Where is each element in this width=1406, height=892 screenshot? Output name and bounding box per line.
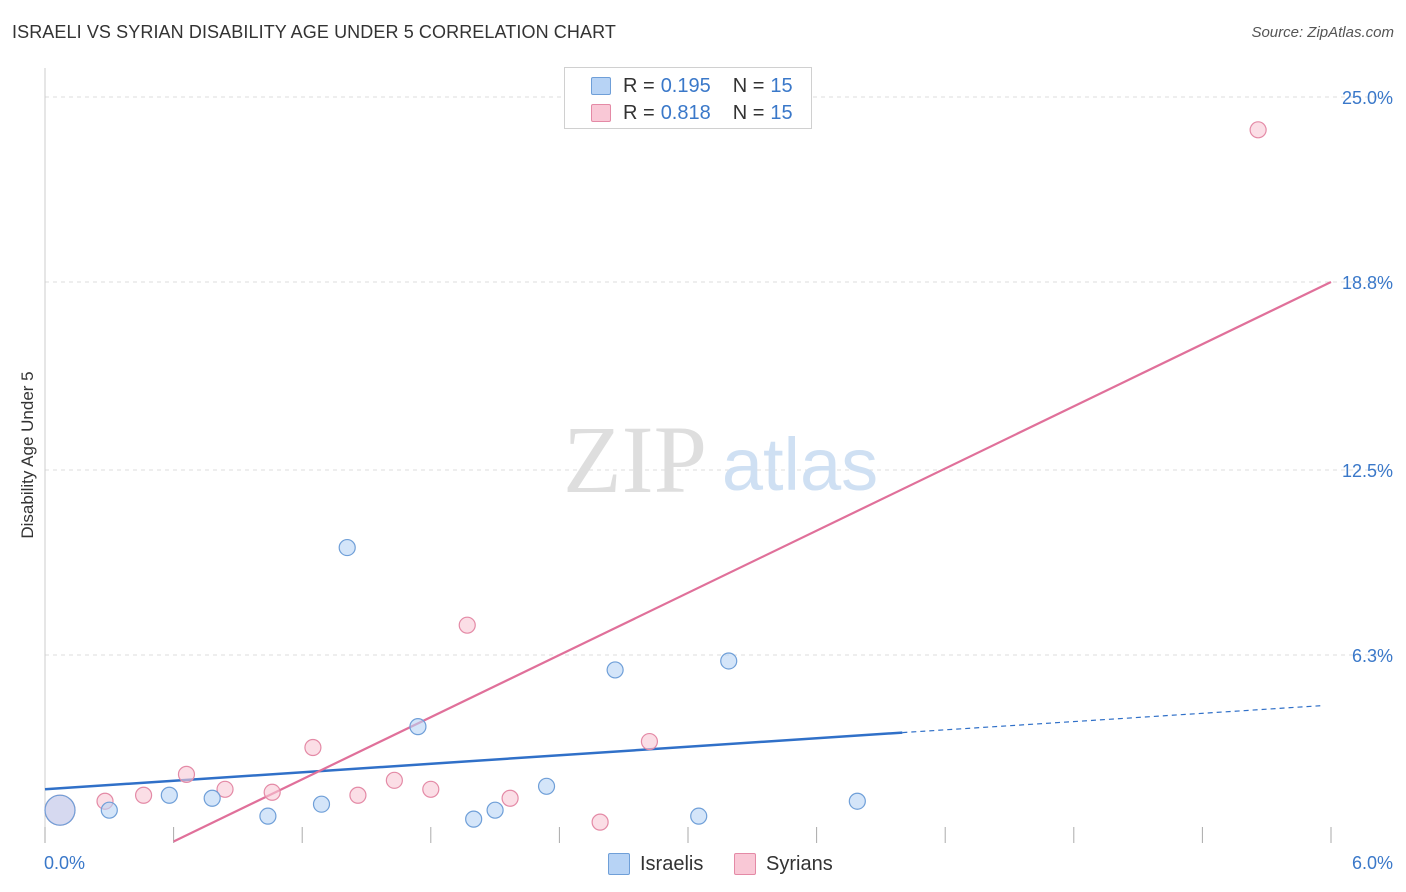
israelis-point — [690, 807, 708, 825]
n-label: N = — [732, 101, 765, 124]
israelis-point — [465, 810, 483, 828]
israelis-point — [848, 792, 866, 810]
israelis-point — [160, 786, 178, 804]
r-value-syrians: 0.818 — [660, 101, 711, 124]
chart-source: Source: ZipAtlas.com — [1251, 24, 1394, 41]
bottom-legend-israelis: Israelis — [608, 851, 703, 877]
r-value-israelis: 0.195 — [660, 74, 711, 97]
y-tick-label: 12.5% — [1342, 461, 1393, 481]
israelis-point — [100, 801, 118, 819]
syrians-point — [501, 789, 519, 807]
syrians-point — [177, 765, 196, 783]
israelis-legend-swatch — [608, 853, 630, 875]
syrians-trend-line — [173, 281, 1332, 843]
israelis-trend-extension — [902, 705, 1321, 734]
syrians-legend-label: Syrians — [766, 852, 833, 875]
israelis-point — [720, 652, 738, 670]
n-value-israelis: 15 — [770, 74, 793, 97]
watermark-zip: ZIP — [563, 406, 707, 513]
bottom-legend-syrians: Syrians — [734, 851, 833, 877]
syrians-point — [304, 738, 322, 757]
israelis-point — [44, 794, 76, 826]
correlation-legend: R = 0.195 N = 15 R = 0.818 N = 15 — [564, 67, 812, 129]
israelis-trend-line — [44, 731, 903, 791]
syrians-point — [216, 780, 234, 798]
y-tick-label: 25.0% — [1342, 88, 1393, 108]
y-tick-label: 6.3% — [1352, 646, 1393, 666]
israelis-legend-label: Israelis — [640, 852, 704, 875]
israelis-point — [338, 538, 356, 557]
israelis-swatch — [591, 77, 611, 95]
syrians-point — [349, 786, 367, 804]
syrians-point — [263, 783, 281, 801]
israelis-point — [537, 777, 556, 795]
x-tick-label-max: 6.0% — [1352, 853, 1393, 873]
syrians-point — [458, 616, 476, 634]
n-label: N = — [732, 74, 765, 97]
watermark: ZIP atlas — [563, 406, 878, 513]
r-label: R = — [623, 101, 655, 124]
israelis-point — [606, 661, 624, 679]
syrians-legend-swatch — [734, 853, 756, 875]
syrians-point — [640, 732, 659, 751]
israelis-point — [312, 795, 331, 813]
r-label: R = — [623, 74, 655, 97]
x-tick-label-min: 0.0% — [44, 853, 85, 873]
y-tick-label: 18.8% — [1342, 273, 1393, 293]
chart-title: ISRAELI VS SYRIAN DISABILITY AGE UNDER 5… — [12, 22, 616, 42]
syrians-point — [134, 786, 153, 804]
israelis-point — [486, 801, 504, 819]
israelis-point — [409, 718, 427, 736]
legend-row-syrians: R = 0.818 N = 15 — [591, 101, 793, 125]
israelis-point — [259, 807, 277, 825]
syrians-point — [591, 813, 609, 831]
syrians-point — [1249, 121, 1267, 139]
n-value-syrians: 15 — [770, 101, 793, 124]
syrians-swatch — [591, 104, 611, 122]
y-axis-title: Disability Age Under 5 — [18, 371, 37, 539]
watermark-atlas: atlas — [722, 423, 878, 506]
syrians-point — [385, 771, 403, 789]
syrians-point — [422, 780, 440, 798]
legend-row-israelis: R = 0.195 N = 15 — [591, 74, 793, 98]
israelis-point — [203, 789, 221, 807]
